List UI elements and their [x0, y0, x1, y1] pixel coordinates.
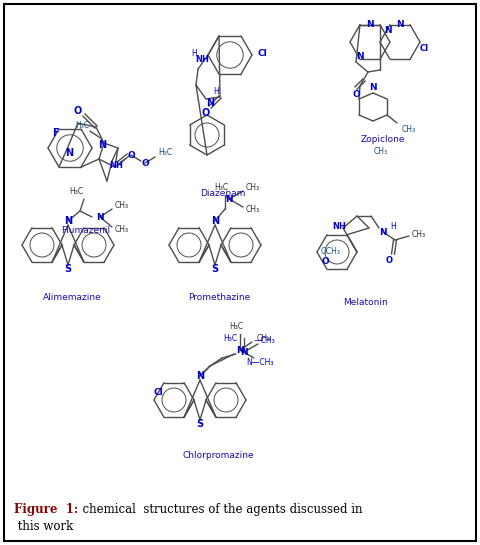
Text: O: O: [352, 89, 360, 99]
Text: H₃C: H₃C: [214, 183, 228, 191]
Text: H₃C: H₃C: [223, 334, 237, 342]
Text: N: N: [196, 371, 204, 381]
Text: —CH₃: —CH₃: [253, 336, 275, 344]
Text: CH₃: CH₃: [374, 147, 388, 155]
Text: F: F: [52, 128, 58, 138]
Text: O: O: [202, 108, 210, 118]
Text: N: N: [225, 195, 233, 203]
Text: Flumazenil: Flumazenil: [61, 226, 110, 234]
Text: H₃C: H₃C: [75, 120, 89, 130]
Text: Diazepam: Diazepam: [200, 189, 246, 197]
Text: H: H: [191, 49, 197, 58]
Text: chemical  structures of the agents discussed in: chemical structures of the agents discus…: [75, 504, 362, 517]
Text: H₃C: H₃C: [69, 186, 83, 196]
Text: this work: this work: [14, 519, 73, 532]
FancyBboxPatch shape: [4, 4, 476, 541]
Text: N: N: [396, 20, 404, 28]
Text: CH₃: CH₃: [246, 183, 260, 191]
Text: H: H: [213, 87, 219, 95]
Text: Cl: Cl: [257, 49, 267, 58]
Text: CH₃: CH₃: [257, 334, 271, 342]
Text: OCH₃: OCH₃: [321, 247, 341, 256]
Text: N: N: [369, 82, 377, 92]
Text: CH₃: CH₃: [412, 229, 426, 239]
Text: N: N: [96, 213, 104, 221]
Text: H: H: [390, 221, 396, 231]
Text: N: N: [366, 20, 374, 28]
Text: O: O: [385, 256, 393, 264]
Text: N: N: [384, 26, 392, 34]
Text: O: O: [74, 106, 82, 116]
Text: N—CH₃: N—CH₃: [246, 358, 274, 366]
Text: Figure  1:: Figure 1:: [14, 504, 78, 517]
Text: Cl: Cl: [153, 388, 163, 397]
Text: Promethazine: Promethazine: [188, 293, 250, 301]
Text: CH₃: CH₃: [402, 124, 416, 134]
Text: CH₃: CH₃: [115, 225, 129, 233]
Text: N: N: [236, 346, 244, 354]
Text: Cl: Cl: [420, 44, 429, 52]
Text: CH₃: CH₃: [246, 204, 260, 214]
Text: N: N: [379, 227, 387, 237]
Text: H₃C: H₃C: [158, 148, 172, 156]
Text: NH: NH: [109, 161, 123, 169]
Text: S: S: [64, 264, 72, 274]
Text: O: O: [141, 159, 149, 167]
Text: O: O: [321, 257, 329, 266]
Text: N: N: [211, 216, 219, 226]
Text: Melatonin: Melatonin: [343, 298, 387, 306]
Text: N: N: [65, 148, 73, 158]
Text: N: N: [64, 216, 72, 226]
Text: NH: NH: [332, 221, 346, 231]
Text: N: N: [240, 348, 248, 356]
Text: CH₃: CH₃: [115, 201, 129, 209]
Text: NH: NH: [195, 54, 209, 64]
Text: O: O: [127, 150, 135, 160]
Text: Zopiclone: Zopiclone: [361, 135, 405, 143]
Text: S: S: [211, 264, 218, 274]
Text: Chlorpromazine: Chlorpromazine: [182, 451, 254, 459]
Text: Alimemazine: Alimemazine: [43, 293, 101, 301]
Text: N: N: [206, 98, 214, 108]
Text: S: S: [196, 419, 204, 429]
Text: N: N: [356, 51, 364, 60]
Text: H₃C: H₃C: [229, 322, 243, 330]
Text: N: N: [98, 140, 106, 150]
